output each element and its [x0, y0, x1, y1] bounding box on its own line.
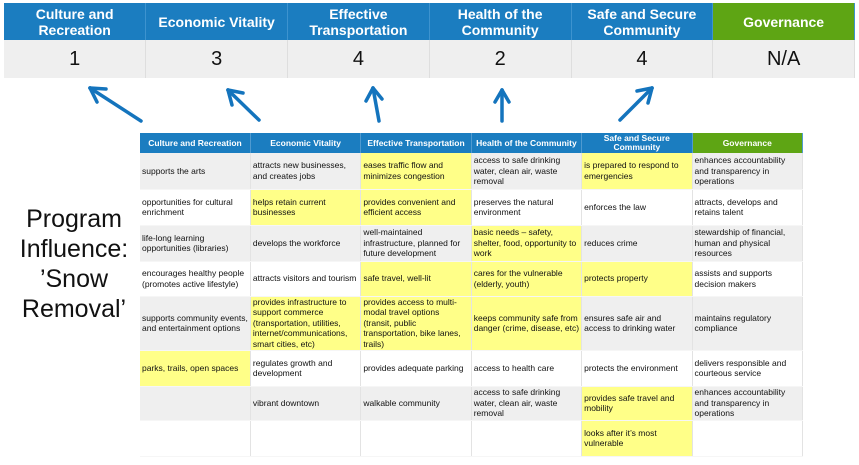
table-row: life-long learning opportunities (librar… — [140, 225, 804, 262]
table-cell — [471, 420, 583, 457]
table-cell: enforces the law — [581, 189, 693, 226]
score-table: Culture and Recreation Economic Vitality E… — [4, 3, 855, 78]
table-cell: life-long learning opportunities (librar… — [140, 225, 251, 262]
arrow-icon-economic — [226, 88, 261, 122]
table-cell: access to safe drinking water, clean air… — [471, 386, 583, 421]
table-cell: ensures safe air and access to drinking … — [581, 296, 693, 351]
score-value-safe-and-secure-community: 4 — [571, 40, 714, 78]
arrow-icon-transportation — [364, 86, 384, 123]
table-cell: supports community events, and entertain… — [140, 296, 251, 351]
table-row: supports community events, and entertain… — [140, 296, 804, 351]
score-value-effective-transportation: 4 — [287, 40, 430, 78]
table-cell: enhances accountability and transparency… — [692, 386, 804, 421]
table-cell: delivers responsible and courteous servi… — [692, 350, 804, 387]
arrow-icon-health — [493, 88, 511, 123]
table-row: looks after it’s most vulnerable — [140, 420, 804, 457]
score-value-governance: N/A — [712, 40, 855, 78]
table-cell: opportunities for cultural enrichment — [140, 189, 251, 226]
table-cell: helps retain current businesses — [250, 189, 362, 226]
table-cell — [692, 420, 804, 457]
table-cell: regulates growth and development — [250, 350, 362, 387]
table-cell: attracts new businesses, and creates job… — [250, 153, 362, 190]
table-row: supports the arts attracts new businesses… — [140, 153, 804, 190]
table-cell: safe travel, well-lit — [360, 261, 472, 297]
table-cell: encourages healthy people (promotes acti… — [140, 261, 251, 297]
table-cell — [250, 420, 362, 457]
matrix-header-economic-vitality: Economic Vitality — [250, 133, 362, 153]
table-cell: protects property — [581, 261, 693, 297]
table-cell: well-maintained infrastructure, planned … — [360, 225, 472, 262]
table-cell — [140, 386, 251, 421]
table-cell: enhances accountability and transparency… — [692, 153, 804, 190]
table-cell — [360, 420, 472, 457]
table-cell: provides adequate parking — [360, 350, 472, 387]
score-header-effective-transportation: Effective Transportation — [287, 3, 430, 40]
table-cell: protects the environment — [581, 350, 693, 387]
matrix-header-safe-and-secure-community: Safe and Secure Community — [581, 133, 693, 153]
table-cell: develops the workforce — [250, 225, 362, 262]
program-influence-label: Program Influence: ’Snow Removal’ — [19, 205, 129, 323]
score-value-culture-and-recreation: 1 — [4, 40, 147, 78]
table-row: opportunities for cultural enrichment hel… — [140, 189, 804, 226]
table-cell: provides convenient and efficient access — [360, 189, 472, 226]
table-cell: provides infrastructure to support comme… — [250, 296, 362, 351]
score-header-economic-vitality: Economic Vitality — [145, 3, 288, 40]
score-header-culture-and-recreation: Culture and Recreation — [4, 3, 147, 40]
table-cell: maintains regulatory compliance — [692, 296, 804, 351]
table-cell: cares for the vulnerable (elderly, youth… — [471, 261, 583, 297]
table-cell: assists and supports decision makers — [692, 261, 804, 297]
table-cell: preserves the natural environment — [471, 189, 583, 226]
arrow-icon-safe — [618, 86, 654, 122]
score-header-governance: Governance — [712, 3, 855, 40]
arrow-icon-culture — [88, 86, 143, 123]
score-value-economic-vitality: 3 — [145, 40, 288, 78]
matrix-header-effective-transportation: Effective Transportation — [360, 133, 472, 153]
influence-matrix: Culture and Recreation Economic Vitality E… — [140, 133, 804, 457]
table-cell: vibrant downtown — [250, 386, 362, 421]
score-header-safe-and-secure-community: Safe and Secure Community — [571, 3, 714, 40]
table-cell: parks, trails, open spaces — [140, 350, 251, 387]
matrix-header-health-of-the-community: Health of the Community — [471, 133, 583, 153]
table-cell — [140, 420, 251, 457]
table-cell: eases traffic flow and minimizes congest… — [360, 153, 472, 190]
table-cell: supports the arts — [140, 153, 251, 190]
table-cell: provides access to multi-modal travel op… — [360, 296, 472, 351]
table-cell: reduces crime — [581, 225, 693, 262]
table-cell: stewardship of financial, human and phys… — [692, 225, 804, 262]
table-cell: looks after it’s most vulnerable — [581, 420, 693, 457]
table-cell: keeps community safe from danger (crime,… — [471, 296, 583, 351]
score-value-health-of-the-community: 2 — [429, 40, 572, 78]
table-row: encourages healthy people (promotes acti… — [140, 261, 804, 297]
table-cell: basic needs – safety, shelter, food, opp… — [471, 225, 583, 262]
matrix-header-culture-and-recreation: Culture and Recreation — [140, 133, 251, 153]
table-row: parks, trails, open spaces regulates grow… — [140, 350, 804, 387]
table-cell: is prepared to respond to emergencies — [581, 153, 693, 190]
table-cell: walkable community — [360, 386, 472, 421]
score-header-health-of-the-community: Health of the Community — [429, 3, 572, 40]
table-cell: attracts visitors and tourism — [250, 261, 362, 297]
table-cell: provides safe travel and mobility — [581, 386, 693, 421]
table-cell: attracts, develops and retains talent — [692, 189, 804, 226]
matrix-header-governance: Governance — [692, 133, 804, 153]
table-row: vibrant downtown walkable community access… — [140, 386, 804, 421]
table-cell: access to health care — [471, 350, 583, 387]
table-cell: access to safe drinking water, clean air… — [471, 153, 583, 190]
